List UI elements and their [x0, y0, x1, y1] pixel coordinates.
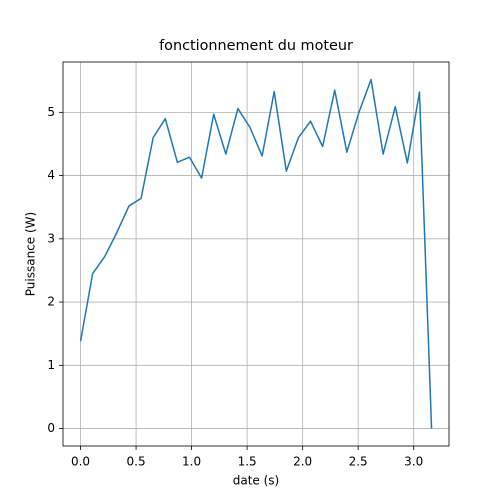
x-axis-label: date (s) [233, 474, 280, 488]
x-tick-label: 2.0 [293, 455, 312, 469]
x-tick-label: 0.5 [127, 455, 146, 469]
plot-frame [62, 61, 450, 447]
x-tick-label: 1.5 [238, 455, 257, 469]
chart-title: fonctionnement du moteur [159, 38, 353, 54]
y-tick-label: 2 [47, 295, 55, 309]
y-tick-label: 1 [47, 358, 55, 372]
x-tick-label: 0.0 [71, 455, 90, 469]
y-tick-label: 0 [47, 421, 55, 435]
line-series [79, 78, 433, 429]
y-axis-label: Puissance (W) [24, 212, 38, 296]
y-tick-label: 3 [47, 231, 55, 245]
x-tick-label: 3.0 [404, 455, 423, 469]
y-tick-label: 4 [47, 168, 55, 182]
y-tick-label: 5 [47, 105, 55, 119]
x-tick-label: 1.0 [182, 455, 201, 469]
x-tick-label: 2.5 [349, 455, 368, 469]
